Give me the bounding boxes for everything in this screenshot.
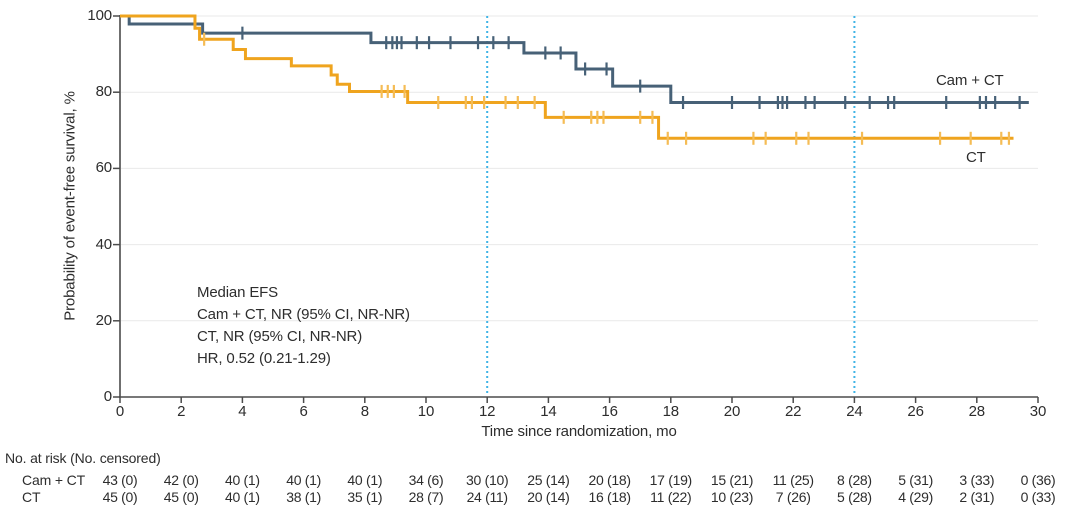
risk-value: 34 (6) <box>408 472 444 488</box>
annotation-camct-median: Cam + CT, NR (95% CI, NR-NR) <box>197 306 410 323</box>
x-tick-label-26: 26 <box>907 403 924 420</box>
risk-value: 16 (18) <box>588 489 631 505</box>
risk-value: 35 (1) <box>347 489 383 505</box>
x-tick-label-8: 8 <box>360 403 369 420</box>
y-tick-label-60: 60 <box>95 159 113 177</box>
risk-value: 30 (10) <box>466 472 509 488</box>
risk-value: 38 (1) <box>286 489 321 505</box>
risk-value: 17 (19) <box>649 472 693 488</box>
series-label-cam-ct: Cam + CT <box>936 72 1004 89</box>
risk-value: 40 (1) <box>225 489 260 505</box>
x-tick-label-18: 18 <box>662 403 680 420</box>
risk-value: 20 (14) <box>527 489 570 505</box>
risk-row-label-ct: CT <box>22 489 41 505</box>
x-tick-label-20: 20 <box>723 403 741 420</box>
risk-value: 45 (0) <box>102 489 138 505</box>
risk-value: 15 (21) <box>710 472 754 488</box>
x-tick-label-10: 10 <box>417 403 435 420</box>
risk-value: 2 (31) <box>959 489 995 505</box>
risk-value: 28 (7) <box>408 489 444 505</box>
y-tick-label-100: 100 <box>87 7 112 24</box>
risk-value: 25 (14) <box>527 472 570 488</box>
risk-value: 7 (26) <box>775 489 811 505</box>
annotation-ct-median: CT, NR (95% CI, NR-NR) <box>197 328 363 345</box>
risk-value: 40 (1) <box>347 472 383 488</box>
risk-value: 40 (1) <box>286 472 321 488</box>
risk-value: 10 (23) <box>710 489 754 505</box>
x-tick-label-2: 2 <box>177 403 186 420</box>
x-tick-label-6: 6 <box>299 403 308 420</box>
x-tick-label-14: 14 <box>540 403 557 420</box>
y-tick-label-0: 0 <box>103 388 112 405</box>
x-tick-label-0: 0 <box>115 403 125 420</box>
risk-value: 42 (0) <box>163 472 199 488</box>
annotation-hazard-ratio: HR, 0.52 (0.21-1.29) <box>197 350 331 367</box>
km-curve-cam-ct <box>120 14 1029 104</box>
x-tick-label-28: 28 <box>968 403 986 420</box>
risk-value: 5 (28) <box>837 489 872 505</box>
risk-value: 43 (0) <box>102 472 138 488</box>
risk-value: 0 (33) <box>1020 489 1056 505</box>
risk-value: 40 (1) <box>225 472 260 488</box>
y-axis-title: Probability of event-free survival, % <box>61 91 79 321</box>
x-tick-label-24: 24 <box>846 403 863 420</box>
risk-value: 11 (25) <box>772 472 815 488</box>
x-tick-label-16: 16 <box>601 403 618 420</box>
km-curve-ct <box>120 14 1014 140</box>
x-axis-title: Time since randomization, mo <box>481 423 677 440</box>
risk-value: 20 (18) <box>588 472 631 488</box>
y-tick-label-80: 80 <box>95 83 113 101</box>
x-tick-label-12: 12 <box>478 403 496 420</box>
risk-value: 8 (28) <box>837 472 872 488</box>
x-tick-label-4: 4 <box>238 403 247 420</box>
risk-value: 11 (22) <box>650 489 692 505</box>
risk-value: 5 (31) <box>898 472 933 488</box>
x-tick-label-22: 22 <box>784 403 802 420</box>
x-tick-label-30: 30 <box>1029 403 1047 420</box>
y-tick-label-20: 20 <box>95 311 113 329</box>
risk-row-label-cam-ct: Cam + CT <box>22 472 85 488</box>
risk-value: 4 (29) <box>898 489 933 505</box>
series-label-ct: CT <box>966 149 986 166</box>
risk-value: 3 (33) <box>959 472 995 488</box>
risk-value: 24 (11) <box>466 489 509 505</box>
risk-value: 0 (36) <box>1020 472 1056 488</box>
y-tick-label-40: 40 <box>95 235 113 253</box>
risk-table-header: No. at risk (No. censored) <box>5 450 161 466</box>
risk-value: 45 (0) <box>163 489 199 505</box>
annotation-median-efs: Median EFS <box>197 284 279 301</box>
